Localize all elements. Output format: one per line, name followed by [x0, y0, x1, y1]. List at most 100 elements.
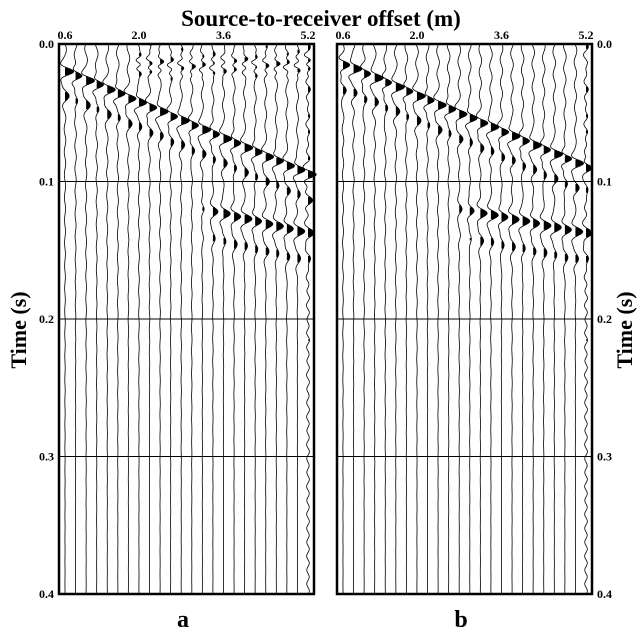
- offset-tick-label: 5.2: [579, 28, 594, 42]
- trace-fill: [149, 44, 157, 137]
- time-tick-label: 0.3: [597, 450, 612, 464]
- trace-fill: [255, 54, 263, 254]
- trace-fill: [170, 57, 178, 147]
- seismic-trace: [282, 43, 296, 595]
- time-tick-label: 0.1: [39, 175, 54, 189]
- seismic-trace: [348, 43, 363, 595]
- seismic-trace: [209, 43, 220, 595]
- seismic-trace: [71, 43, 83, 595]
- seismic-trace: [81, 43, 95, 594]
- seismic-trace: [176, 43, 190, 595]
- seismic-trace: [134, 43, 147, 595]
- seismic-trace: [230, 43, 242, 595]
- figure-title: Source-to-receiver offset (m): [181, 6, 461, 31]
- offset-tick-label: 3.6: [494, 28, 509, 42]
- trace-fill: [575, 159, 584, 263]
- trace-fill: [586, 44, 593, 341]
- seismic-trace: [369, 43, 384, 595]
- trace-fill: [86, 76, 95, 110]
- trace-fill: [202, 54, 211, 211]
- trace-fill: [96, 80, 104, 113]
- trace-fill: [181, 47, 190, 150]
- seismic-trace: [539, 43, 552, 595]
- offset-tick-label: 0.6: [58, 28, 73, 42]
- trace-fill: [438, 101, 447, 135]
- seismic-trace: [261, 43, 275, 595]
- seismic-trace: [412, 43, 426, 595]
- seismic-trace: [561, 43, 572, 595]
- time-tick-label: 0.4: [39, 587, 54, 601]
- trace-fill: [128, 95, 137, 129]
- trace-fill: [543, 145, 552, 258]
- trace-fill: [522, 137, 530, 252]
- seismic-trace: [92, 43, 104, 595]
- seismic-trace: [302, 43, 317, 595]
- trace-fill: [480, 119, 488, 246]
- trace-fill: [160, 59, 169, 140]
- seismic-trace: [497, 43, 510, 594]
- offset-tick-label: 2.0: [131, 28, 146, 42]
- trace-fill: [501, 127, 509, 249]
- seismic-trace: [402, 43, 414, 594]
- seismic-trace: [60, 43, 75, 595]
- seismic-trace: [145, 43, 158, 595]
- trace-fill: [297, 49, 305, 263]
- time-tick-label: 0.2: [39, 312, 54, 326]
- trace-fill: [65, 67, 74, 101]
- time-tick-label: 0.1: [597, 175, 612, 189]
- seismic-trace: [123, 43, 137, 594]
- trace-fill: [385, 79, 392, 112]
- seismic-trace: [271, 43, 284, 595]
- seismic-trace: [444, 43, 457, 595]
- trace-fill: [364, 69, 371, 103]
- seismic-trace: [423, 43, 435, 595]
- trace-fill: [427, 96, 435, 129]
- seismic-trace: [381, 43, 392, 594]
- time-tick-label: 0.3: [39, 450, 54, 464]
- trace-fill: [343, 61, 350, 95]
- seismic-trace: [338, 43, 351, 595]
- seismic-trace: [102, 43, 116, 594]
- trace-fill: [459, 109, 468, 213]
- seismic-trace: [113, 43, 126, 595]
- trace-fill: [107, 85, 116, 119]
- y-axis-label-right: Time (s): [612, 291, 637, 368]
- trace-fill: [234, 59, 241, 249]
- trace-fill: [564, 155, 572, 262]
- panel-b: 0.6 2.0 3.6 5.20.0 0.1 0.2 0.3 0.4 b: [336, 28, 613, 633]
- seismic-trace: [528, 43, 542, 595]
- trace-fill: [212, 51, 220, 242]
- trace-fill: [286, 52, 295, 261]
- seismic-trace: [292, 43, 306, 595]
- trace-fill: [75, 71, 83, 104]
- trace-fill: [533, 140, 542, 256]
- y-axis-label-left: Time (s): [6, 291, 31, 368]
- trace-fill: [512, 132, 521, 251]
- trace-fill: [469, 114, 478, 241]
- trace-fill: [223, 68, 232, 245]
- trace-fill: [448, 105, 456, 137]
- time-tick-label: 0.2: [597, 312, 612, 326]
- trace-fill: [308, 44, 317, 341]
- time-tick-label: 0.4: [597, 587, 612, 601]
- seismic-trace: [433, 43, 447, 595]
- trace-fill: [374, 74, 384, 106]
- offset-tick-label: 2.0: [409, 28, 424, 42]
- seismic-trace: [518, 43, 531, 594]
- seismic-trace: [188, 44, 199, 595]
- trace-fill: [138, 52, 147, 131]
- seismic-trace: [240, 43, 254, 594]
- seismic-trace: [360, 43, 372, 594]
- panel-label: b: [454, 607, 467, 633]
- seismic-trace: [582, 43, 593, 595]
- trace-fill: [406, 87, 413, 120]
- trace-fill: [117, 89, 126, 121]
- trace-fill: [395, 82, 405, 116]
- trace-fill: [276, 61, 284, 258]
- time-tick-label: 0.0: [39, 37, 54, 51]
- seismic-trace: [391, 43, 405, 595]
- seismic-trace: [549, 43, 563, 595]
- panel-a: 0.6 2.0 3.6 5.2 0.0 0.1 0.2 0.3 0.4 a: [39, 28, 317, 633]
- offset-tick-label: 5.2: [301, 28, 316, 42]
